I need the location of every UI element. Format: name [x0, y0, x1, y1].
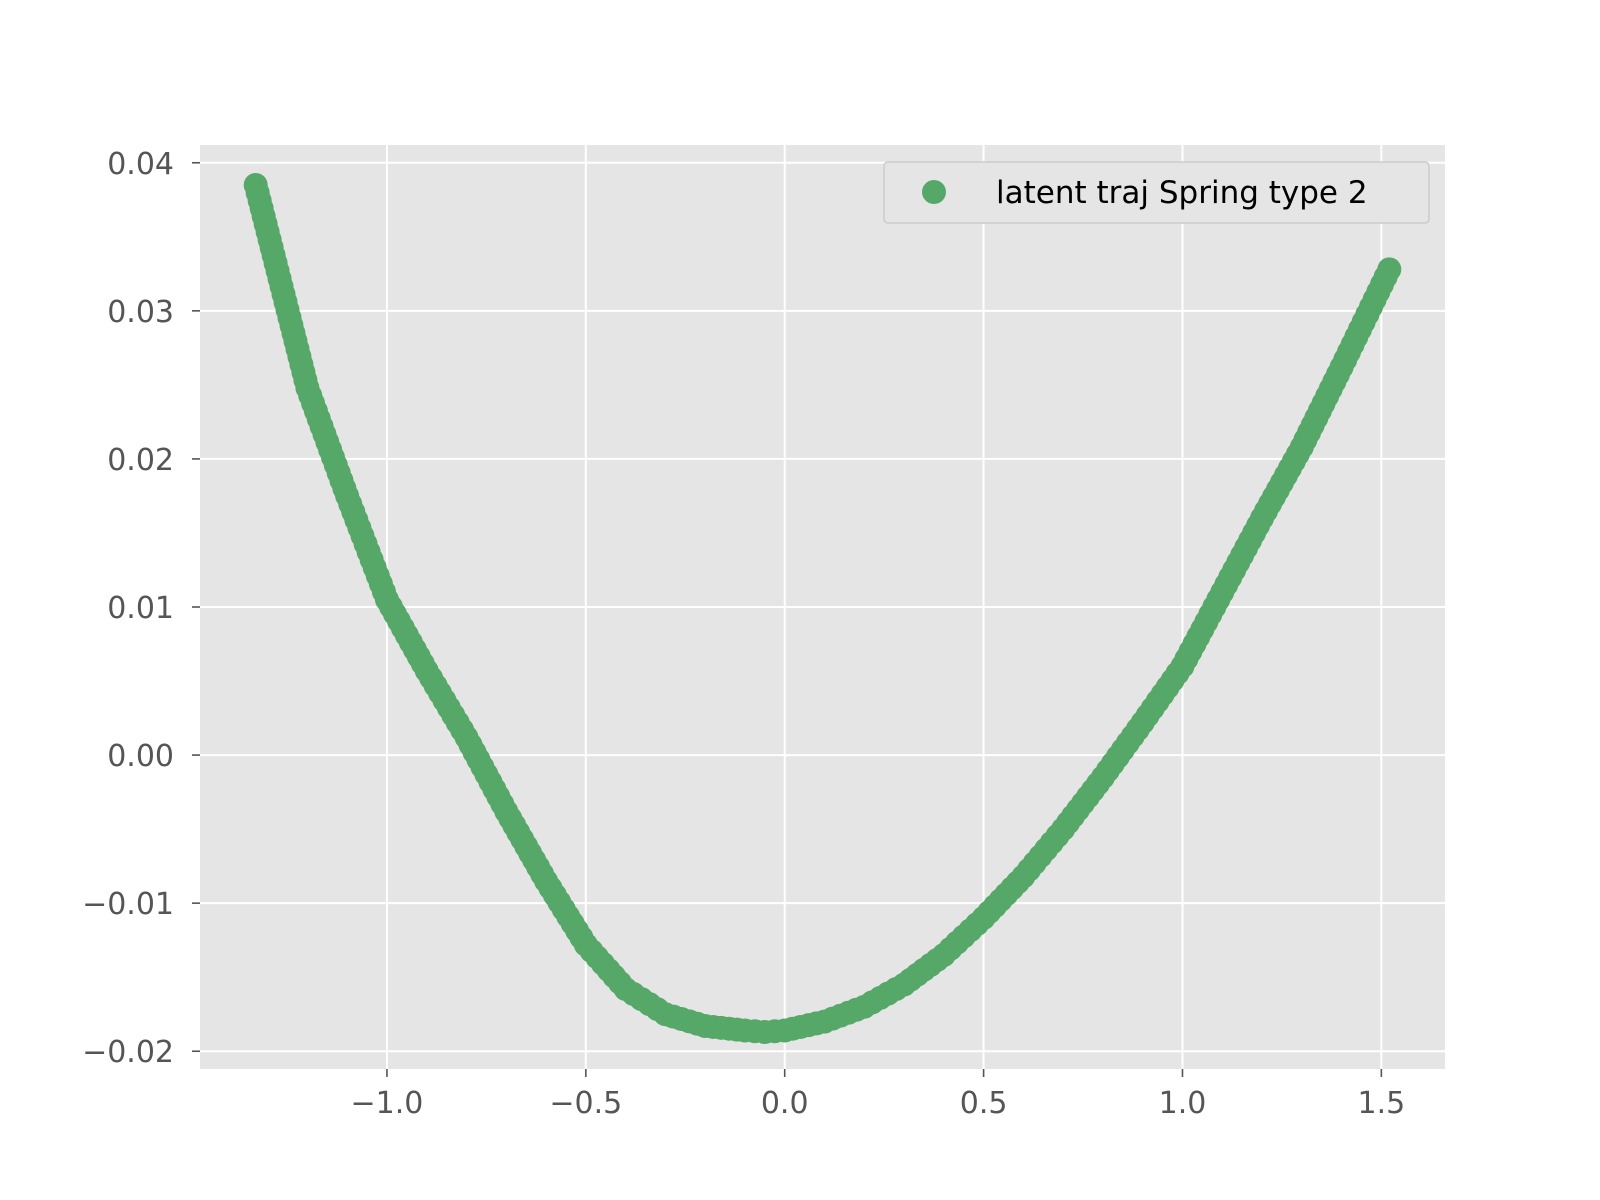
y-tick-label: 0.04 — [107, 147, 174, 182]
y-tick-label: 0.00 — [107, 739, 174, 774]
ticks: −1.0 −0.5 0.0 0.5 1.0 1.5 −0.02 −0.01 0.00 0.01 0.… — [82, 147, 1405, 1121]
y-tick-label: 0.01 — [107, 591, 174, 626]
grid — [200, 145, 1445, 1069]
series-points — [243, 172, 1402, 1044]
scatter-point — [1377, 257, 1402, 282]
x-tick-label: 0.5 — [960, 1086, 1008, 1121]
x-tick-label: 1.5 — [1357, 1086, 1405, 1121]
y-tick-label: −0.01 — [82, 887, 174, 922]
legend-label: latent traj Spring type 2 — [996, 175, 1368, 211]
x-tick-label: 1.0 — [1159, 1086, 1207, 1121]
legend: latent traj Spring type 2 — [883, 161, 1430, 224]
x-tick-label: −1.0 — [351, 1086, 424, 1121]
y-tick-label: 0.02 — [107, 443, 174, 478]
x-tick-label: 0.0 — [761, 1086, 809, 1121]
legend-box — [883, 161, 1430, 224]
y-tick-label: −0.02 — [82, 1035, 174, 1070]
legend-marker — [922, 180, 946, 204]
y-tick-label: 0.03 — [107, 295, 174, 330]
x-tick-label: −0.5 — [549, 1086, 622, 1121]
